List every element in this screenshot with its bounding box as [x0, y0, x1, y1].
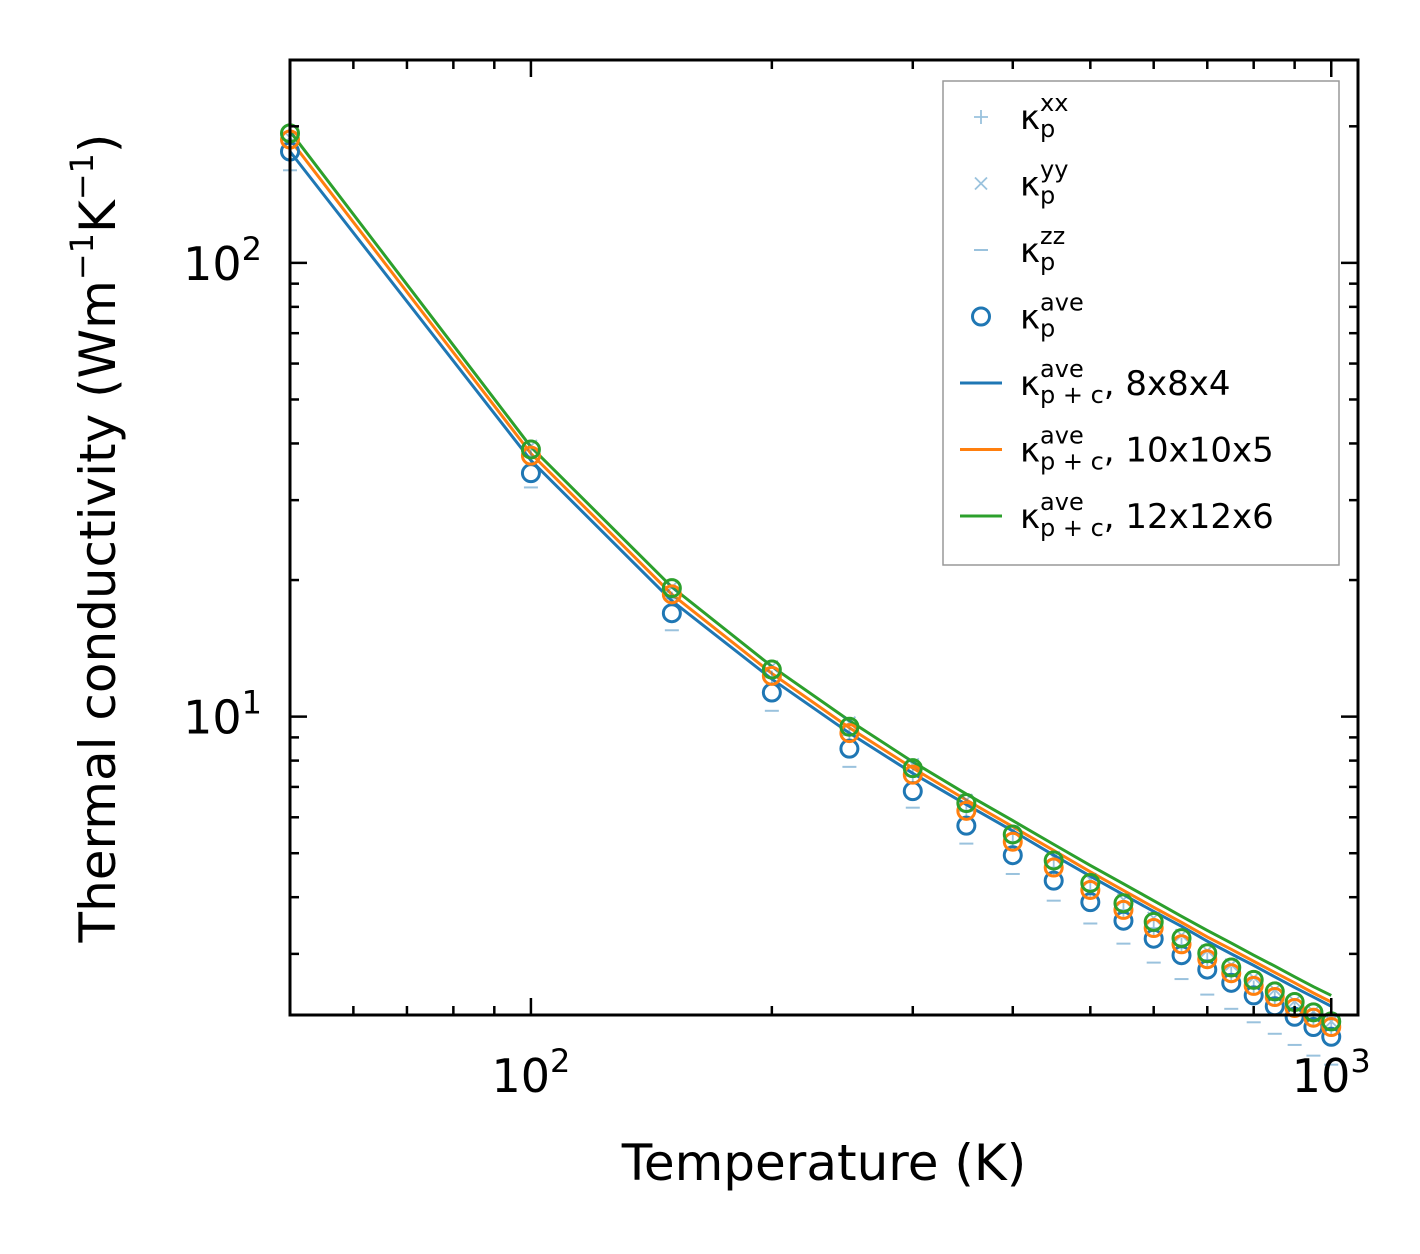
data-point-3-2 — [661, 603, 682, 624]
data-point-1-17 — [1287, 994, 1302, 1008]
legend-entry-6: κave p + c, 12x12x6 — [960, 488, 1274, 542]
legend-label: κxx p — [1020, 89, 1068, 143]
data-point-4-1 — [520, 445, 541, 466]
x-tick-label: 103 — [1292, 1042, 1371, 1103]
legend-entry-5: κave p + c, 10x10x5 — [960, 422, 1274, 476]
plot-frame — [288, 58, 1360, 1017]
legend-entry-1: κyy p — [974, 156, 1068, 210]
legend: κxx p κyy p κzz p κave p κave p + c, 8x8x4 κave p +… — [942, 80, 1340, 566]
data-point-5-10 — [1113, 893, 1134, 914]
data-point-5-11 — [1143, 911, 1164, 932]
legend-box — [942, 80, 1340, 566]
legend-label: κyy p — [1020, 156, 1068, 210]
y-tick-label: 101 — [183, 684, 262, 745]
data-point-5-16 — [1264, 981, 1285, 1002]
data-point-5-13 — [1197, 943, 1218, 964]
legend-label: κzz p — [1020, 222, 1065, 276]
data-point-4-19 — [1321, 1017, 1342, 1038]
data-point-5-2 — [661, 578, 682, 599]
data-point-5-6 — [956, 793, 977, 814]
data-point-5-5 — [902, 758, 923, 779]
data-point-5-3 — [761, 659, 782, 680]
data-point-4-8 — [1043, 857, 1064, 878]
data-point-4-2 — [661, 584, 682, 605]
data-point-4-15 — [1243, 975, 1264, 996]
data-point-5-8 — [1043, 850, 1064, 871]
data-point-5-4 — [839, 716, 860, 737]
data-point-1-19 — [1324, 1014, 1338, 1029]
data-point-3-19 — [1321, 1026, 1342, 1047]
data-point-4-14 — [1221, 963, 1242, 984]
series-line-7 — [288, 138, 1332, 1004]
legend-label: κave p + c, 10x10x5 — [1020, 422, 1274, 476]
x-tick-label: 102 — [491, 1042, 570, 1103]
data-point-3-6 — [956, 815, 977, 836]
legend-marker-swatch — [971, 306, 991, 327]
data-point-4-5 — [902, 764, 923, 785]
data-point-5-7 — [1002, 824, 1023, 845]
data-point-3-1 — [520, 463, 541, 484]
legend-entry-0: κxx p — [974, 89, 1068, 143]
data-point-4-7 — [1002, 831, 1023, 852]
data-point-3-3 — [761, 682, 782, 703]
data-point-4-3 — [761, 665, 782, 686]
series-line-8 — [288, 130, 1332, 997]
data-point-3-8 — [1043, 870, 1064, 891]
y-tick-label: 102 — [183, 230, 262, 291]
data-point-4-13 — [1197, 949, 1218, 970]
data-point-4-16 — [1264, 987, 1285, 1008]
tick-labels: 102 103 101 102 — [183, 230, 1371, 1103]
data-point-4-12 — [1171, 934, 1192, 955]
legend-label: κave p + c, 8x8x4 — [1020, 355, 1231, 409]
data-point-3-7 — [1002, 845, 1023, 866]
data-point-4-10 — [1113, 899, 1134, 920]
data-point-5-9 — [1080, 872, 1101, 893]
legend-marker-swatch — [974, 110, 988, 124]
y-axis-label: Thermal conductivity (Wm−1K−1) — [63, 134, 127, 944]
x-axis-label: Temperature (K) — [621, 1134, 1026, 1192]
legend-marker-swatch — [974, 176, 988, 191]
series-line-6 — [288, 150, 1332, 1008]
legend-entry-4: κave p + c, 8x8x4 — [960, 355, 1231, 409]
axis-ticks — [290, 60, 1358, 1015]
data-point-4-6 — [956, 800, 977, 821]
data-point-5-14 — [1221, 957, 1242, 978]
legend-label: κave p + c, 12x12x6 — [1020, 488, 1274, 542]
data-point-5-18 — [1303, 1002, 1324, 1023]
data-point-4-18 — [1303, 1007, 1324, 1028]
plot-marks — [280, 123, 1342, 1066]
data-point-4-9 — [1080, 879, 1101, 900]
data-point-3-5 — [902, 781, 923, 802]
legend-label: κave p — [1020, 289, 1084, 343]
data-point-5-12 — [1171, 928, 1192, 949]
data-point-4-11 — [1143, 918, 1164, 939]
data-point-4-4 — [839, 723, 860, 744]
data-point-3-14 — [1221, 972, 1242, 993]
legend-entry-2: κzz p — [974, 222, 1065, 276]
data-point-5-1 — [520, 439, 541, 460]
data-point-5-15 — [1243, 969, 1264, 990]
legend-entry-3: κave p — [971, 289, 1084, 343]
data-point-3-9 — [1080, 892, 1101, 913]
